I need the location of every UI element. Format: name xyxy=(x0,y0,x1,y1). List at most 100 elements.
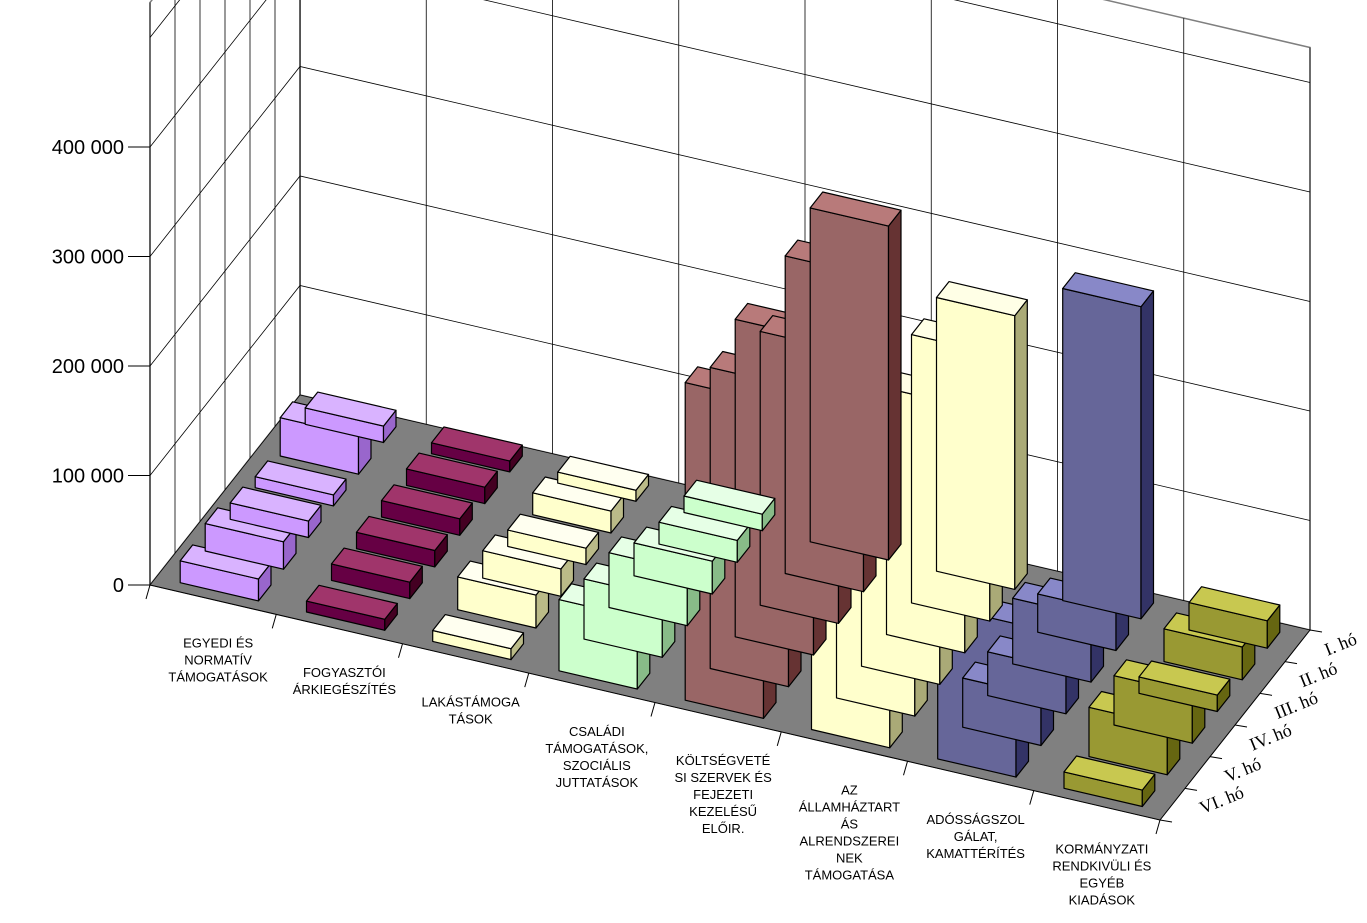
y-tick-label: 100 000 xyxy=(52,466,124,488)
bars xyxy=(179,191,1281,808)
bar-top xyxy=(809,191,902,227)
depth-tick-mark xyxy=(1234,724,1248,728)
bar-front xyxy=(809,207,890,561)
category-label-line: FOGYASZTÓI xyxy=(303,665,386,680)
bar-top xyxy=(330,547,423,583)
bar-top xyxy=(304,391,397,427)
y-tick-label: 0 xyxy=(113,575,124,597)
category-label: EGYEDI ÉS NORMATÍV TÁMOGATÁSOK xyxy=(168,636,268,685)
bar-top xyxy=(1188,586,1281,622)
bar-top xyxy=(683,479,776,515)
bar-top xyxy=(557,455,650,491)
category-label-line: TÁMOGATÁSOK, xyxy=(545,741,648,756)
category-label-line: ADÓSSÁGSZOL xyxy=(927,812,1025,827)
y-gridline xyxy=(149,0,1311,83)
category-label-line: FEJEZETI xyxy=(693,787,753,802)
y-axis: 0 100 000 200 000 300 000 400 000 xyxy=(52,137,1323,835)
category-label-line: ALRENDSZEREI xyxy=(800,834,900,849)
x-tick-mark xyxy=(524,672,530,688)
category-label-line: KEZELÉSŰ xyxy=(689,804,757,819)
bar xyxy=(430,426,523,473)
category-label: AZ ÁLLAMHÁZTART ÁS ALRENDSZEREI NEK TÁMOGATÁS… xyxy=(799,783,900,883)
category-label-line: JUTTATÁSOK xyxy=(556,775,639,790)
category-label-line: SZOCIÁLIS xyxy=(563,758,631,773)
y-tick-label: 200 000 xyxy=(52,356,124,378)
x-tick-mark xyxy=(271,614,277,629)
bar xyxy=(304,391,397,444)
bar-top xyxy=(507,513,600,549)
bar xyxy=(1063,755,1156,808)
category-label: LAKÁSTÁMOGA TÁSOK xyxy=(422,694,521,726)
bar xyxy=(1188,586,1281,649)
depth-tick-mark xyxy=(1184,787,1198,791)
category-label-line: GÁLAT, xyxy=(954,829,998,844)
category-label: FOGYASZTÓI ÁRKIEGÉSZÍTÉS xyxy=(293,665,397,697)
bar xyxy=(683,479,776,532)
bar-side xyxy=(887,209,902,561)
category-label-line: SI SZERVEK ÉS xyxy=(674,770,772,785)
bar xyxy=(229,486,322,539)
bar xyxy=(305,584,398,631)
bar xyxy=(1062,272,1155,620)
category-label-line: CSALÁDI xyxy=(569,724,625,739)
y-gridlines xyxy=(149,0,1311,631)
bar-top xyxy=(430,426,523,462)
series-label: IV. hó xyxy=(1247,720,1295,755)
depth-tick-mark xyxy=(1159,819,1173,823)
category-label-line: EGYEDI ÉS xyxy=(183,636,253,651)
bar xyxy=(532,476,625,534)
category-label-line: EGYÉB xyxy=(1079,875,1124,890)
x-tick-mark xyxy=(903,761,908,776)
x-tick-mark xyxy=(650,702,656,717)
bar-top xyxy=(935,281,1028,317)
bar xyxy=(432,613,525,661)
bar xyxy=(935,281,1028,591)
category-label-line: TÁMOGATÁSOK xyxy=(168,670,268,685)
bar xyxy=(405,452,498,505)
category-label-line: KORMÁNYZATI xyxy=(1055,841,1148,856)
bar-top xyxy=(432,613,525,650)
series-label: III. hó xyxy=(1272,687,1321,722)
bar-top xyxy=(355,515,448,552)
category-label-line: TÁSOK xyxy=(449,711,493,726)
category-label-line: ÁRKIEGÉSZÍTÉS xyxy=(293,682,397,697)
bar-top xyxy=(1063,755,1156,791)
bar xyxy=(658,505,751,563)
series-label: II. hó xyxy=(1297,658,1341,691)
y-tick-label: 300 000 xyxy=(52,247,124,269)
bar xyxy=(179,544,272,602)
bar-top xyxy=(405,452,498,488)
category-label-line: AZ xyxy=(841,783,858,798)
x-tick-mark xyxy=(776,731,782,747)
bar xyxy=(355,515,448,568)
depth-tick-mark xyxy=(1284,661,1298,665)
category-label-line: TÁMOGATÁSA xyxy=(805,868,895,883)
category-label-line: ÁLLAMHÁZTART xyxy=(799,800,900,815)
x-tick-mark xyxy=(398,643,403,658)
category-label: KÖLTSÉGVETÉ SI SZERVEK ÉS FEJEZETI KEZELÉSŰ… xyxy=(674,753,772,836)
bar-side xyxy=(1014,299,1028,591)
bar-top xyxy=(380,484,473,520)
bar-top xyxy=(1062,272,1155,308)
x-tick-mark xyxy=(145,584,151,600)
category-label-line: ELŐIR. xyxy=(702,821,745,836)
bar xyxy=(557,455,650,502)
bar-side xyxy=(1140,290,1155,620)
bar-top xyxy=(229,486,322,522)
series-label: I. hó xyxy=(1322,629,1360,660)
category-label-line: NORMATÍV xyxy=(184,653,252,668)
category-label-line: KÖLTSÉGVETÉ xyxy=(676,753,771,768)
bar xyxy=(507,513,600,566)
category-label-line: KIADÁSOK xyxy=(1069,892,1136,907)
bar xyxy=(809,191,902,561)
depth-tick-mark xyxy=(1309,629,1323,633)
bar xyxy=(330,547,423,600)
depth-tick-mark xyxy=(1209,756,1223,760)
bar-top xyxy=(305,584,398,620)
category-label: ADÓSSÁGSZOL GÁLAT, KAMATTÉRÍTÉS xyxy=(926,812,1025,861)
category-label-line: LAKÁSTÁMOGA xyxy=(422,694,521,709)
bar xyxy=(1138,660,1231,713)
bar xyxy=(204,507,297,570)
depth-tick-mark xyxy=(1259,692,1273,696)
bar-top xyxy=(1138,660,1231,696)
